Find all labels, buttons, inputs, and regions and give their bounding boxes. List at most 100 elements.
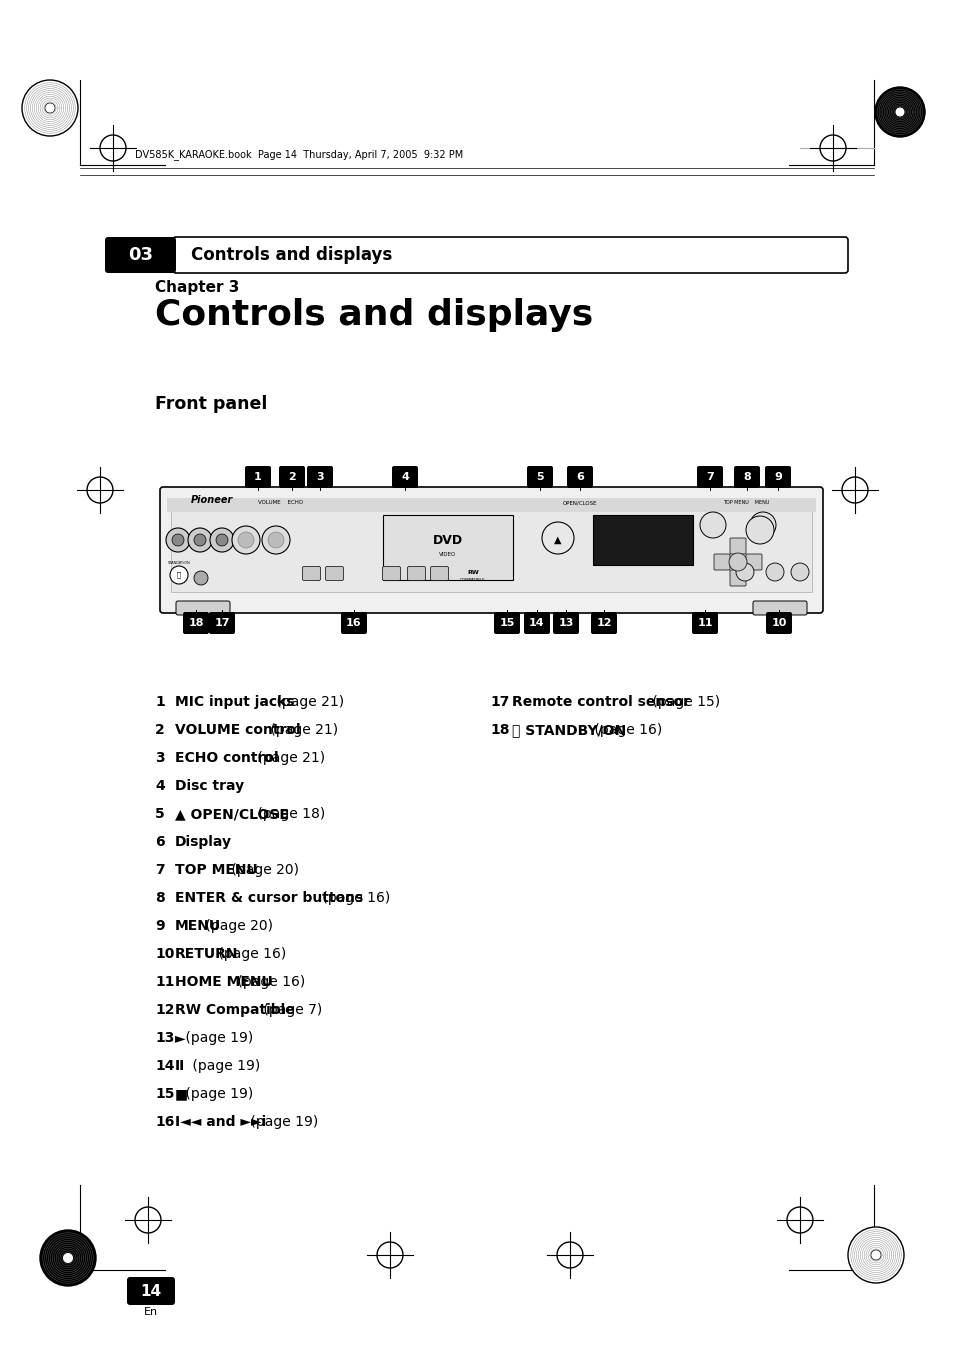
FancyBboxPatch shape bbox=[494, 612, 519, 634]
Text: (page 16): (page 16) bbox=[589, 723, 661, 738]
Text: 15: 15 bbox=[154, 1088, 174, 1101]
Circle shape bbox=[237, 532, 253, 549]
Text: I◄◄ and ►►i: I◄◄ and ►►i bbox=[174, 1115, 266, 1129]
Circle shape bbox=[874, 86, 924, 136]
Text: 8: 8 bbox=[154, 892, 165, 905]
FancyBboxPatch shape bbox=[566, 466, 593, 488]
FancyBboxPatch shape bbox=[278, 466, 305, 488]
Text: (page 20): (page 20) bbox=[201, 919, 273, 934]
Text: 2: 2 bbox=[288, 471, 295, 482]
Circle shape bbox=[215, 534, 228, 546]
FancyBboxPatch shape bbox=[392, 466, 417, 488]
Text: Controls and displays: Controls and displays bbox=[191, 246, 392, 263]
Text: 15: 15 bbox=[498, 617, 515, 628]
FancyBboxPatch shape bbox=[127, 1277, 174, 1305]
Text: (page 16): (page 16) bbox=[213, 947, 286, 961]
Text: 12: 12 bbox=[596, 617, 611, 628]
FancyBboxPatch shape bbox=[752, 601, 806, 615]
Text: 4: 4 bbox=[154, 780, 165, 793]
Circle shape bbox=[268, 532, 284, 549]
Circle shape bbox=[765, 563, 783, 581]
Text: 10: 10 bbox=[154, 947, 174, 961]
Text: Display: Display bbox=[174, 835, 232, 848]
FancyBboxPatch shape bbox=[523, 612, 550, 634]
Circle shape bbox=[745, 516, 773, 544]
Circle shape bbox=[210, 528, 233, 553]
Circle shape bbox=[172, 534, 184, 546]
FancyBboxPatch shape bbox=[245, 466, 271, 488]
FancyBboxPatch shape bbox=[733, 466, 760, 488]
Text: 17: 17 bbox=[214, 617, 230, 628]
Text: HOME MENU: HOME MENU bbox=[174, 975, 273, 989]
Text: ENTER & cursor buttons: ENTER & cursor buttons bbox=[174, 892, 363, 905]
Circle shape bbox=[232, 526, 260, 554]
FancyBboxPatch shape bbox=[105, 236, 175, 273]
Text: VIDEO: VIDEO bbox=[439, 551, 456, 557]
Text: 13: 13 bbox=[558, 617, 573, 628]
Text: 18: 18 bbox=[490, 723, 509, 738]
Text: RETURN: RETURN bbox=[174, 947, 238, 961]
Circle shape bbox=[735, 563, 753, 581]
Circle shape bbox=[40, 1229, 96, 1286]
Text: 13: 13 bbox=[154, 1031, 174, 1046]
FancyBboxPatch shape bbox=[430, 566, 448, 581]
Circle shape bbox=[749, 512, 775, 538]
Text: ►: ► bbox=[174, 1031, 186, 1046]
Text: (page 16): (page 16) bbox=[233, 975, 305, 989]
Text: DVD: DVD bbox=[433, 534, 462, 547]
Text: DV585K_KARAOKE.book  Page 14  Thursday, April 7, 2005  9:32 PM: DV585K_KARAOKE.book Page 14 Thursday, Ap… bbox=[135, 150, 463, 161]
FancyBboxPatch shape bbox=[407, 566, 425, 581]
Text: RW Compatible: RW Compatible bbox=[174, 1002, 294, 1017]
Circle shape bbox=[22, 80, 78, 136]
Text: (page 19): (page 19) bbox=[181, 1088, 253, 1101]
Text: 16: 16 bbox=[154, 1115, 174, 1129]
Text: VOLUME control: VOLUME control bbox=[174, 723, 300, 738]
Text: (page 21): (page 21) bbox=[266, 723, 337, 738]
Text: Controls and displays: Controls and displays bbox=[154, 299, 593, 332]
Text: 9: 9 bbox=[773, 471, 781, 482]
Text: 1: 1 bbox=[253, 471, 262, 482]
FancyBboxPatch shape bbox=[745, 554, 761, 570]
FancyBboxPatch shape bbox=[175, 601, 230, 615]
FancyBboxPatch shape bbox=[713, 554, 729, 570]
FancyBboxPatch shape bbox=[691, 612, 718, 634]
Text: (page 19): (page 19) bbox=[181, 1031, 253, 1046]
Text: (page 16): (page 16) bbox=[317, 892, 390, 905]
Text: 6: 6 bbox=[576, 471, 583, 482]
Text: 11: 11 bbox=[697, 617, 712, 628]
Text: MENU: MENU bbox=[174, 919, 221, 934]
FancyBboxPatch shape bbox=[382, 566, 400, 581]
Text: Disc tray: Disc tray bbox=[174, 780, 244, 793]
Circle shape bbox=[45, 103, 55, 113]
FancyBboxPatch shape bbox=[183, 612, 209, 634]
Text: 5: 5 bbox=[536, 471, 543, 482]
Circle shape bbox=[700, 512, 725, 538]
Text: COMPATIBLE: COMPATIBLE bbox=[459, 578, 485, 582]
Circle shape bbox=[262, 526, 290, 554]
Text: 7: 7 bbox=[154, 863, 165, 877]
Text: 11: 11 bbox=[154, 975, 174, 989]
Circle shape bbox=[728, 553, 746, 571]
Bar bbox=[593, 515, 692, 565]
FancyBboxPatch shape bbox=[172, 236, 847, 273]
Circle shape bbox=[166, 528, 190, 553]
Text: ⏻ STANDBY/ON: ⏻ STANDBY/ON bbox=[512, 723, 625, 738]
FancyBboxPatch shape bbox=[325, 566, 343, 581]
Text: 17: 17 bbox=[490, 694, 509, 709]
Text: ▲ OPEN/CLOSE: ▲ OPEN/CLOSE bbox=[174, 807, 289, 821]
Text: 14: 14 bbox=[529, 617, 544, 628]
Text: 2: 2 bbox=[154, 723, 165, 738]
Text: Chapter 3: Chapter 3 bbox=[154, 280, 239, 295]
Text: (page 19): (page 19) bbox=[188, 1059, 260, 1073]
Bar bbox=[171, 499, 811, 592]
Text: (page 20): (page 20) bbox=[227, 863, 298, 877]
FancyBboxPatch shape bbox=[729, 570, 745, 586]
FancyBboxPatch shape bbox=[764, 466, 790, 488]
Text: OPEN/CLOSE: OPEN/CLOSE bbox=[562, 500, 597, 505]
Text: (page 21): (page 21) bbox=[273, 694, 344, 709]
Text: Pioneer: Pioneer bbox=[191, 494, 233, 505]
Text: (page 18): (page 18) bbox=[253, 807, 325, 821]
Circle shape bbox=[847, 1227, 903, 1283]
Text: ▲: ▲ bbox=[554, 535, 561, 544]
Text: (page 21): (page 21) bbox=[253, 751, 325, 765]
